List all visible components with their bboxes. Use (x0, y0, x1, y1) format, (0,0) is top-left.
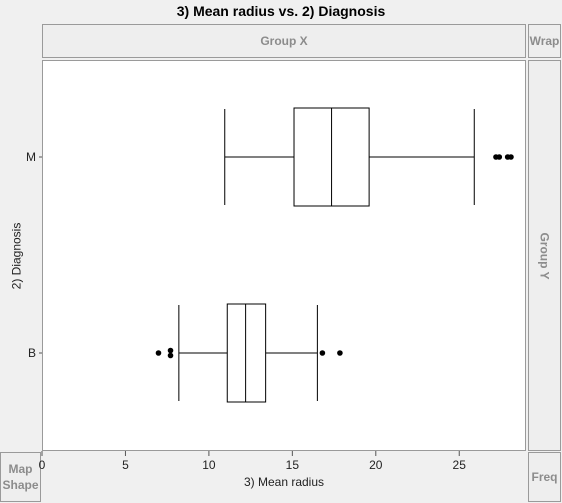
y-axis-title: 2) Diagnosis (9, 222, 23, 289)
x-tick-label: 10 (202, 458, 216, 472)
x-tick-label: 25 (453, 458, 467, 472)
outlier-point (496, 154, 502, 160)
outlier-point (168, 348, 174, 354)
x-tick-label: 0 (39, 458, 46, 472)
outlier-point (320, 350, 326, 356)
outlier-point (168, 353, 174, 359)
iqr-box (227, 304, 265, 402)
x-tick-label: 20 (369, 458, 383, 472)
outlier-point (156, 350, 162, 356)
outlier-point (508, 154, 514, 160)
y-category-label: M (26, 150, 36, 164)
y-category-label: B (28, 346, 36, 360)
x-tick-label: 15 (286, 458, 300, 472)
x-axis-title: 3) Mean radius (42, 475, 526, 489)
x-tick-label: 5 (122, 458, 129, 472)
outlier-point (337, 350, 343, 356)
